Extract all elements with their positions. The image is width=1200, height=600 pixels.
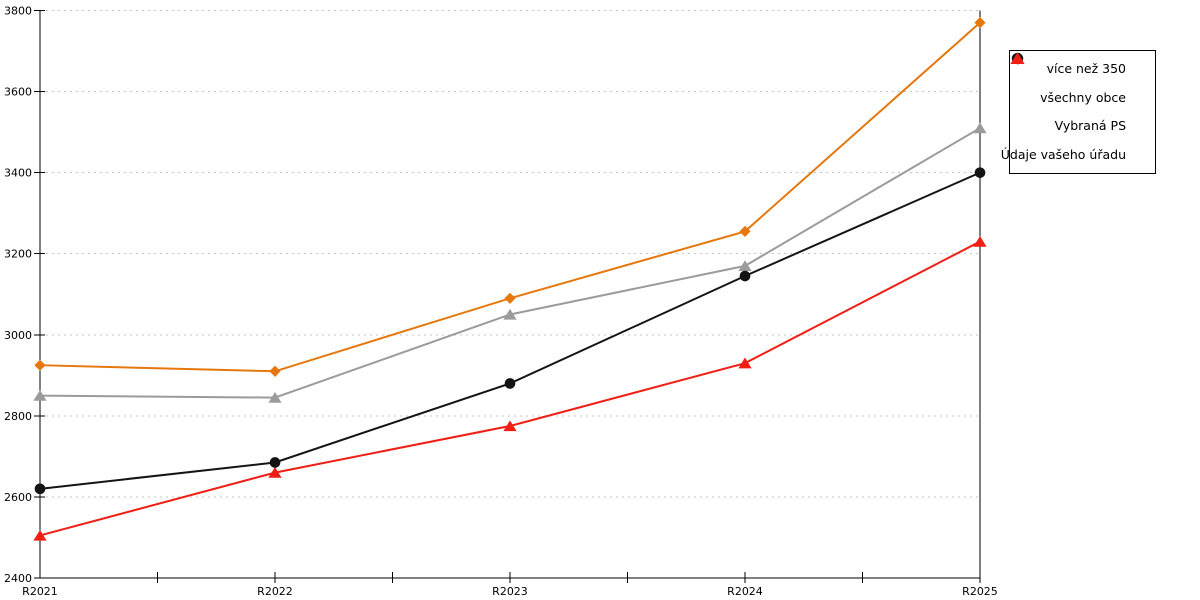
legend: více než 350 všechny obce Vybraná PS Úda…: [1001, 50, 1156, 174]
svg-text:3000: 3000: [4, 329, 32, 342]
legend-item: všechny obce: [1011, 52, 1146, 113]
legend-diamond-icon: [1011, 52, 1146, 77]
svg-text:R2024: R2024: [727, 585, 763, 598]
legend-label: více než 350: [1046, 61, 1126, 76]
svg-text:2400: 2400: [4, 572, 32, 585]
legend-circle-icon: [1011, 52, 1146, 105]
svg-text:3400: 3400: [4, 167, 32, 180]
svg-text:R2021: R2021: [22, 585, 58, 598]
legend-triangle-icon: [1010, 52, 1146, 134]
svg-text:R2025: R2025: [962, 585, 998, 598]
legend-item: Údaje vašeho úřadu: [1001, 52, 1146, 170]
legend-triangle-icon: [1010, 52, 1146, 162]
svg-text:R2022: R2022: [257, 585, 293, 598]
svg-text:2600: 2600: [4, 491, 32, 504]
svg-text:3800: 3800: [4, 5, 32, 18]
svg-text:3600: 3600: [4, 86, 32, 99]
legend-item: Vybraná PS: [1010, 52, 1146, 141]
legend-item: více než 350: [1011, 52, 1146, 84]
svg-text:R2023: R2023: [492, 585, 528, 598]
legend-label: Vybraná PS: [1054, 118, 1126, 133]
svg-text:3200: 3200: [4, 248, 32, 261]
legend-label: všechny obce: [1040, 89, 1126, 105]
svg-text:2800: 2800: [4, 410, 32, 423]
legend-label: Údaje vašeho úřadu: [1000, 146, 1126, 162]
